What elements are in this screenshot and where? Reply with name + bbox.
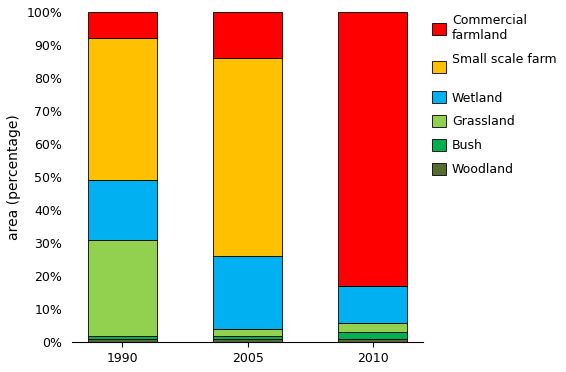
Bar [213, 329, 282, 336]
Bar [338, 339, 407, 342]
Bar [213, 256, 282, 329]
Legend: Commercial
farmland, Small scale farm
, Wetland, Grassland, Bush, Woodland: Commercial farmland, Small scale farm , … [430, 12, 559, 179]
Bar [213, 336, 282, 339]
Bar [88, 240, 157, 336]
Bar [338, 12, 407, 286]
Bar [88, 180, 157, 240]
Bar [338, 323, 407, 333]
Bar [338, 286, 407, 323]
Bar [213, 339, 282, 342]
Y-axis label: area (percentage): area (percentage) [7, 114, 21, 240]
Bar [213, 12, 282, 58]
Bar [88, 38, 157, 180]
Bar [88, 12, 157, 38]
Bar [88, 339, 157, 342]
Bar [213, 58, 282, 256]
Bar [338, 333, 407, 339]
Bar [88, 336, 157, 339]
